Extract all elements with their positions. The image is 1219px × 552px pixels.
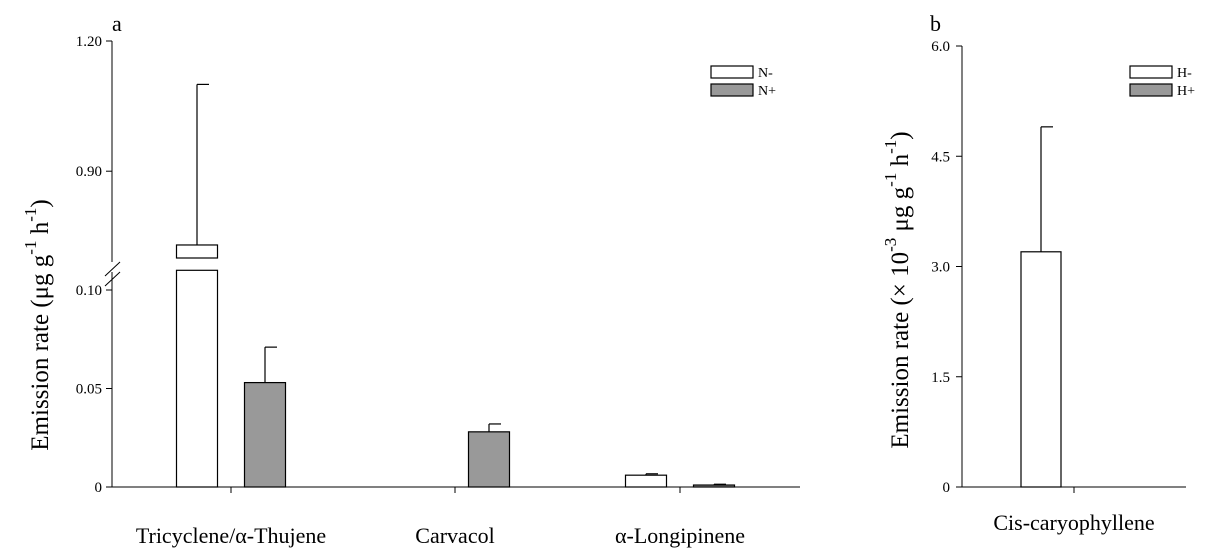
y-tick-label-a: 0.90 <box>76 164 102 180</box>
panel-label-a: a <box>112 11 122 36</box>
y-tick-label-a: 1.20 <box>76 34 102 50</box>
panel-a: 0 0.05 0.10 0.90 1.20 Tricyclene/α-Thujene Car… <box>76 34 800 548</box>
bar-N+ <box>692 484 736 488</box>
legend-label: N- <box>758 66 773 81</box>
y-tick-label-a: 0.05 <box>76 382 102 398</box>
y-tick-label-b: 4.5 <box>931 149 950 165</box>
legend-label: H+ <box>1177 84 1195 99</box>
bar-N+ <box>243 381 287 488</box>
x-tick-label-b: Cis-caryophyllene <box>993 510 1154 535</box>
panel-label-b: b <box>930 11 941 36</box>
x-tick-label-a: Carvacol <box>415 523 494 548</box>
y-tick-label-b: 0 <box>943 480 951 496</box>
bar-H- <box>1020 251 1062 488</box>
y-tick-label-b: 3.0 <box>931 260 950 276</box>
panel-b: 0 1.5 3.0 4.5 6.0 Cis-caryophyllene H- H+ <box>931 39 1195 535</box>
x-tick-label-a: Tricyclene/α-Thujene <box>136 523 326 548</box>
y-tick-label-a: 0 <box>95 480 103 496</box>
axis-break-mark <box>104 261 121 277</box>
y-tick-label-b: 6.0 <box>931 39 950 55</box>
bar-N--upper <box>175 244 219 259</box>
y-tick-label-b: 1.5 <box>931 370 950 386</box>
legend-swatch-H+ <box>1129 83 1173 97</box>
y-tick-label-a: 0.10 <box>76 283 102 299</box>
bar-N- <box>175 269 219 488</box>
axis-break-mark <box>104 271 121 287</box>
y-axis-title-b: Emission rate (× 10-3 μg g-1 h-1) <box>881 131 914 448</box>
bar-N+ <box>467 431 511 488</box>
legend-swatch-N- <box>710 65 754 79</box>
y-axis-title-a: Emission rate (μg g-1 h-1) <box>21 199 54 450</box>
legend-swatch-H- <box>1129 65 1173 79</box>
bar-N- <box>624 474 668 488</box>
legend-swatch-N+ <box>710 83 754 97</box>
x-tick-label-a: α-Longipinene <box>615 523 745 548</box>
legend-label: H- <box>1177 66 1192 81</box>
legend-label: N+ <box>758 84 776 99</box>
